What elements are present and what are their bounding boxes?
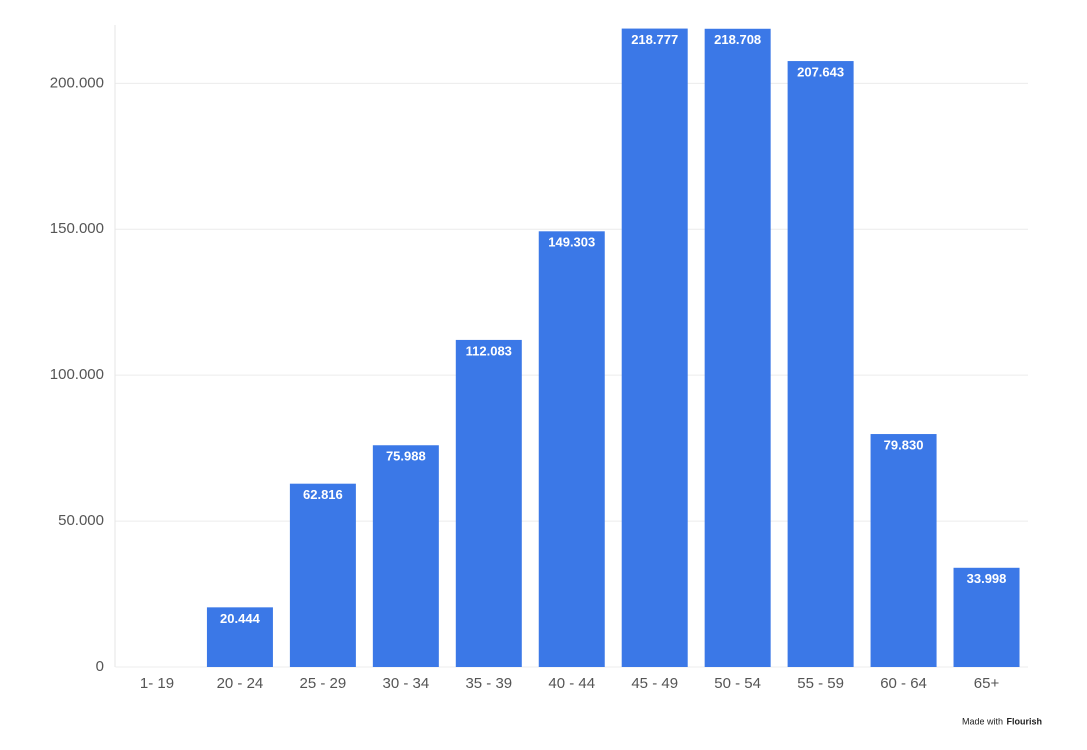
bar — [870, 434, 937, 667]
y-tick-label: 50.000 — [58, 512, 104, 529]
value-label: 149.303 — [548, 235, 595, 250]
value-label: 33.998 — [967, 571, 1007, 586]
value-label: 207.643 — [797, 64, 844, 79]
x-tick-label: 40 - 44 — [548, 675, 595, 692]
bar — [953, 567, 1020, 667]
bar — [455, 339, 522, 667]
value-label: 79.830 — [884, 437, 924, 452]
value-label: 112.083 — [466, 343, 512, 358]
value-label: 20.444 — [220, 611, 261, 626]
footer-brand: Flourish — [1007, 716, 1043, 726]
bar — [787, 61, 854, 667]
value-label: 218.777 — [631, 32, 678, 47]
bar — [704, 28, 771, 668]
x-tick-label: 60 - 64 — [880, 675, 927, 692]
x-tick-label: 35 - 39 — [465, 675, 512, 692]
footer-text: Made with — [962, 716, 1003, 726]
x-tick-label: 45 - 49 — [631, 675, 678, 692]
bar — [289, 483, 356, 667]
x-tick-label: 1- 19 — [140, 675, 174, 692]
y-tick-label: 100.000 — [50, 366, 104, 383]
bar — [621, 28, 688, 668]
value-label: 75.988 — [386, 449, 426, 464]
x-tick-label: 30 - 34 — [382, 675, 429, 692]
x-tick-label: 50 - 54 — [714, 675, 761, 692]
x-tick-label: 65+ — [974, 675, 1000, 692]
y-tick-label: 150.000 — [50, 220, 104, 237]
bar — [538, 231, 605, 667]
value-label: 62.816 — [303, 487, 343, 502]
x-tick-label: 55 - 59 — [797, 675, 844, 692]
x-tick-label: 25 - 29 — [300, 675, 347, 692]
bar — [372, 445, 439, 667]
y-tick-label: 200.000 — [50, 74, 104, 91]
value-label: 218.708 — [714, 32, 761, 47]
bar — [206, 607, 273, 667]
x-tick-label: 20 - 24 — [217, 675, 264, 692]
y-tick-label: 0 — [96, 658, 104, 675]
